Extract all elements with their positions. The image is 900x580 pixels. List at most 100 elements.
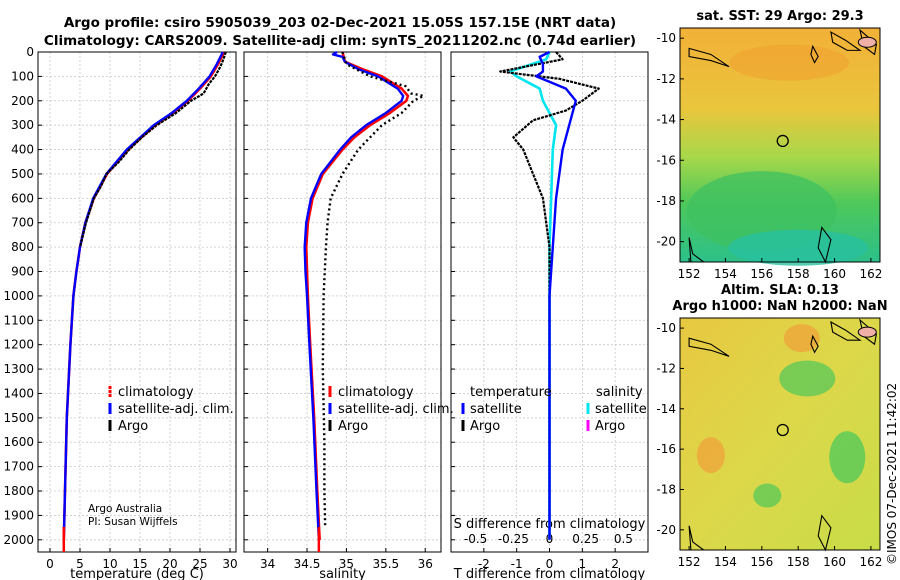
legend-group-title: salinity (596, 385, 643, 400)
x-tick-label: 2 (611, 557, 619, 571)
coastline (830, 320, 862, 341)
coastline (830, 31, 862, 51)
figure-title-line1: Argo profile: csiro 5905039_203 02-Dec-2… (64, 15, 616, 31)
panel-difference: -2 -1 0 1 2T difference from climatology -0.5… (450, 50, 649, 580)
map-y-tick-label: -10 (656, 31, 676, 45)
x-tick-label: 20 (162, 557, 177, 571)
legend-label: Argo (338, 419, 368, 434)
axes-frame (37, 51, 237, 553)
x-tick-label: 0 (46, 557, 54, 571)
coastline (810, 334, 819, 354)
argo-position-marker (776, 134, 789, 148)
imos-timestamp: ©IMOS 07-Dec-2021 11:42:02 (885, 383, 899, 565)
map-y-tick-label: -12 (656, 361, 676, 375)
x-axis-label: salinity (319, 567, 366, 580)
map-y-tick-label: -12 (656, 72, 676, 86)
island-patch (857, 36, 877, 48)
map-x-tick-label: 152 (678, 267, 701, 281)
legend-label: satellite (595, 402, 647, 417)
x-tick-label: 30 (222, 557, 237, 571)
y-tick-label: 1000 (3, 289, 34, 303)
y-tick-label: 300 (11, 118, 34, 132)
map-y-tick-label: -20 (656, 523, 676, 537)
map-y-tick-label: -20 (656, 235, 676, 249)
y-tick-label: 900 (11, 265, 34, 279)
map-x-tick-label: 162 (859, 267, 882, 281)
map-y-tick-label: -14 (656, 113, 676, 127)
y-tick-label: 1900 (3, 508, 34, 522)
y-tick-label: 1800 (3, 484, 34, 498)
cold-sst-region (728, 229, 869, 266)
x-tick-label: 15 (132, 557, 147, 571)
coastline (810, 44, 819, 64)
top-tick-label: -0.25 (498, 532, 529, 546)
x-tick-label: 0 (546, 557, 554, 571)
map-sla_map: 152 154 156 158 160 162 -10 -12 -14 -16 -18 -20 Alti… (656, 283, 887, 569)
legend-group-title: temperature (470, 385, 552, 400)
y-tick-label: 1200 (3, 338, 34, 352)
x-axis-label: T difference from climatology (453, 567, 646, 580)
map-x-tick-label: 156 (750, 267, 773, 281)
island-patch (857, 326, 877, 338)
y-tick-label: 1500 (3, 411, 34, 425)
y-tick-label: 800 (11, 240, 34, 254)
y-tick-label: 200 (11, 94, 34, 108)
map-y-tick-label: -14 (656, 402, 676, 416)
series-argo-line (78, 51, 227, 248)
x-tick-label: 5 (76, 557, 84, 571)
axes-frame (243, 51, 442, 553)
x-tick-label: 25 (192, 557, 207, 571)
y-tick-label: 1700 (3, 460, 34, 474)
map-frame (679, 27, 881, 263)
legend-label: climatology (338, 385, 414, 400)
map-x-tick-label: 160 (823, 267, 846, 281)
low-sla-region (753, 483, 782, 508)
y-tick-label: 500 (11, 167, 34, 181)
x-tick-label: 36 (418, 557, 433, 571)
map-title: Altim. SLA: 0.13 (721, 283, 839, 298)
x-tick-label: 1 (579, 557, 587, 571)
series-satellite-line (303, 50, 405, 540)
x-tick-label: 34.5 (294, 557, 321, 571)
y-tick-label: 600 (11, 191, 34, 205)
map-y-tick-label: -18 (656, 482, 676, 496)
warm-sst-region (729, 44, 850, 81)
map-x-tick-label: 158 (787, 267, 810, 281)
y-tick-label: 400 (11, 143, 34, 157)
map-x-tick-label: 154 (714, 555, 737, 569)
y-tick-label: 1600 (3, 435, 34, 449)
y-tick-label: 1100 (3, 313, 34, 327)
x-tick-label: -2 (478, 557, 490, 571)
map-x-tick-label: 162 (859, 555, 882, 569)
legend-label: Argo (118, 419, 148, 434)
legend-label: satellite-adj. clim. (118, 402, 234, 417)
y-tick-label: 100 (11, 69, 34, 83)
x-tick-label: 34 (260, 557, 275, 571)
x-tick-label: 35.5 (372, 557, 399, 571)
figure-title-line2: Climatology: CARS2009. Satellite-adj cli… (44, 33, 636, 49)
x-axis-label: temperature (deg C) (70, 567, 204, 580)
credit-line1: Argo Australia (88, 503, 162, 515)
map-x-tick-label: 158 (787, 555, 810, 569)
top-tick-label: 0.5 (614, 532, 633, 546)
map-subtitle: Argo h1000: NaN h2000: NaN (672, 299, 887, 314)
legend-label: satellite-adj. clim. (338, 402, 454, 417)
series-t-argo-line (499, 51, 600, 540)
map-x-tick-label: 154 (714, 267, 737, 281)
map-y-tick-label: -10 (656, 321, 676, 335)
map-frame (679, 317, 881, 551)
map-title: sat. SST: 29 Argo: 29.3 (696, 9, 863, 24)
map-y-tick-label: -16 (656, 442, 676, 456)
x-tick-label: 10 (102, 557, 117, 571)
map-y-tick-label: -18 (656, 194, 676, 208)
y-tick-label: 1400 (3, 386, 34, 400)
legend-label: Argo (470, 419, 500, 434)
credit-line2: PI: Susan Wijffels (88, 516, 178, 528)
coastline (688, 47, 730, 68)
x-tick-label: 35 (339, 557, 354, 571)
y-tick-label: 0 (26, 45, 34, 59)
map-x-tick-label: 156 (750, 555, 773, 569)
x-tick-label: -1 (511, 557, 523, 571)
low-sla-region (829, 431, 866, 484)
